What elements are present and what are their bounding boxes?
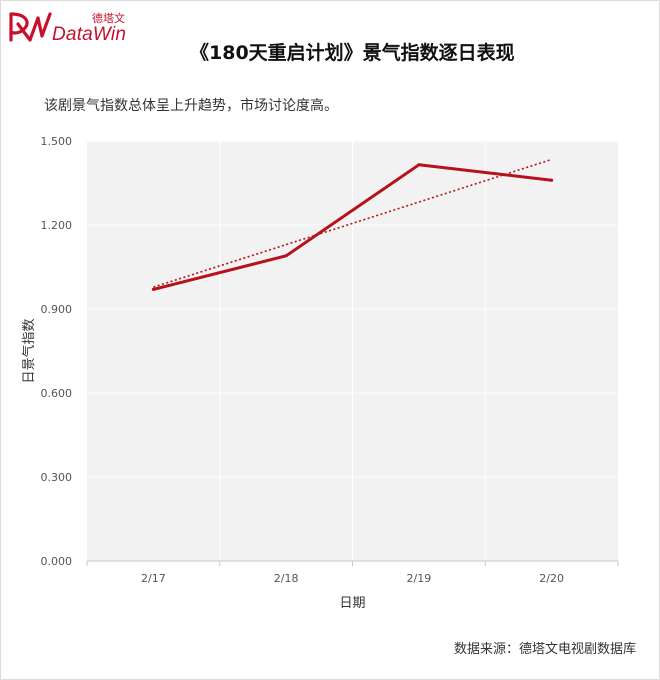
- series-line: [151, 163, 554, 291]
- series-group: [151, 158, 554, 291]
- data-point: [417, 163, 421, 167]
- brand-name-cn: 德塔文: [92, 12, 125, 25]
- data-point: [284, 254, 288, 258]
- gridlines: [86, 140, 619, 566]
- brand-name-en: DataWin: [52, 24, 127, 45]
- x-axis-ticks: 2/17 2/18 2/19 2/20: [141, 572, 564, 585]
- chart-subtitle: 该剧景气指数总体呈上升趋势，市场讨论度高。: [44, 98, 338, 114]
- data-source: 数据来源：德塔文电视剧数据库: [453, 642, 636, 657]
- datawin-logo-icon: [9, 12, 52, 42]
- y-tick-label: 1.200: [41, 219, 73, 232]
- data-point: [151, 287, 155, 291]
- brand-logo: 德塔文 DataWin: [8, 8, 158, 48]
- y-tick-label: 1.500: [41, 135, 73, 148]
- x-tick-label: 2/20: [539, 572, 564, 585]
- y-tick-label: 0.000: [41, 555, 73, 568]
- x-tick-label: 2/18: [274, 572, 299, 585]
- y-tick-label: 0.300: [41, 471, 73, 484]
- y-tick-label: 0.600: [41, 387, 73, 400]
- x-tick-label: 2/19: [407, 572, 432, 585]
- x-tick-label: 2/17: [141, 572, 166, 585]
- chart-title: 《180天重启计划》景气指数逐日表现: [190, 42, 515, 64]
- x-axis-title: 日期: [339, 596, 365, 611]
- data-point: [550, 178, 554, 182]
- y-axis-ticks: 0.000 0.300 0.600 0.900 1.200 1.500: [41, 135, 73, 568]
- y-axis-title: 日景气指数: [21, 318, 37, 383]
- y-tick-label: 0.900: [41, 303, 73, 316]
